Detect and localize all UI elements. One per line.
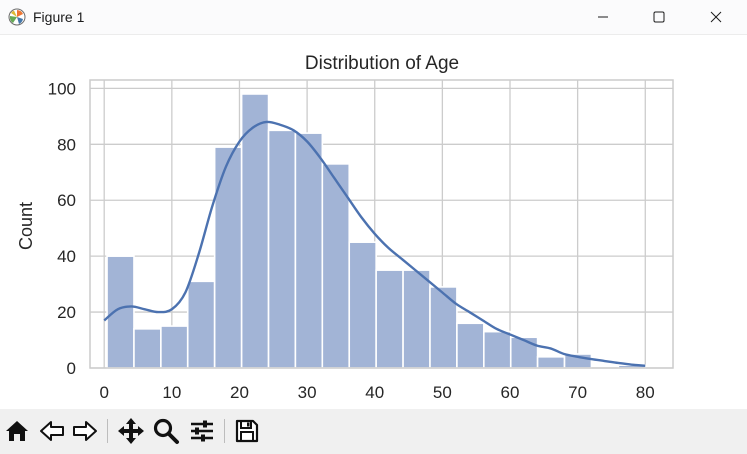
minimize-icon <box>598 16 608 18</box>
y-tick-label: 20 <box>57 303 76 322</box>
configure-subplots-button[interactable] <box>187 416 217 446</box>
histogram-bar <box>348 241 377 369</box>
tick-labels: 0 10 20 30 40 50 60 70 80 0 20 40 60 80 100 <box>48 79 655 402</box>
zoom-magnifier-icon <box>153 418 179 444</box>
histogram-bar <box>106 255 135 369</box>
axes-frame <box>89 79 674 369</box>
pan-move-icon <box>118 418 144 444</box>
x-tick-label: 60 <box>501 383 520 402</box>
figure-canvas[interactable]: Distribution of Age Count 0 10 20 30 40 50 60 7… <box>0 35 747 409</box>
histogram-bar <box>160 325 189 369</box>
home-button[interactable] <box>2 416 32 446</box>
pan-button[interactable] <box>116 416 146 446</box>
toolbar-separator <box>107 419 108 443</box>
back-arrow-icon <box>40 421 64 441</box>
histogram-bar <box>213 146 243 369</box>
y-tick-label: 60 <box>57 191 76 210</box>
x-tick-label: 80 <box>636 383 655 402</box>
histogram-bar <box>375 269 404 369</box>
x-tick-label: 10 <box>162 383 181 402</box>
toolbar-separator <box>224 419 225 443</box>
histogram-bar <box>294 132 324 369</box>
kde-curve <box>103 120 646 367</box>
histogram-bar <box>402 269 431 369</box>
chart-title: Distribution of Age <box>305 53 459 74</box>
title-bar: Figure 1 <box>0 0 747 35</box>
histogram-chart: Distribution of Age Count 0 10 20 30 40 50 60 7… <box>16 53 674 402</box>
save-button[interactable] <box>232 416 262 446</box>
x-tick-label: 0 <box>99 383 108 402</box>
y-tick-label: 100 <box>48 79 76 98</box>
forward-button[interactable] <box>70 416 100 446</box>
matplotlib-app-icon <box>8 8 26 26</box>
y-axis-label: Count <box>16 202 36 250</box>
x-tick-label: 70 <box>568 383 587 402</box>
x-tick-label: 40 <box>365 383 384 402</box>
histogram-bar <box>456 322 485 369</box>
x-tick-label: 20 <box>230 383 249 402</box>
histogram-bar <box>429 286 458 369</box>
window-title: Figure 1 <box>33 9 85 25</box>
histogram-bar <box>186 280 216 369</box>
configure-subplots-icon <box>191 420 213 442</box>
x-tick-label: 30 <box>298 383 317 402</box>
minimize-button[interactable] <box>580 0 626 34</box>
forward-arrow-icon <box>73 421 97 441</box>
histogram-bar <box>509 336 539 369</box>
close-button[interactable] <box>693 0 739 34</box>
histogram-bars <box>106 93 647 369</box>
histogram-bar <box>267 129 297 369</box>
save-floppy-icon <box>235 419 259 443</box>
maximize-button[interactable] <box>636 0 682 34</box>
home-icon <box>6 421 28 441</box>
navigation-toolbar <box>0 409 747 454</box>
histogram-bar <box>536 356 566 369</box>
histogram-bar <box>133 328 162 369</box>
y-tick-label: 80 <box>57 135 76 154</box>
y-tick-label: 40 <box>57 247 76 266</box>
histogram-bar <box>483 330 512 369</box>
close-icon <box>710 11 722 23</box>
zoom-button[interactable] <box>151 416 181 446</box>
back-button[interactable] <box>37 416 67 446</box>
maximize-icon <box>653 11 665 23</box>
x-tick-label: 50 <box>433 383 452 402</box>
y-tick-label: 0 <box>67 359 76 378</box>
